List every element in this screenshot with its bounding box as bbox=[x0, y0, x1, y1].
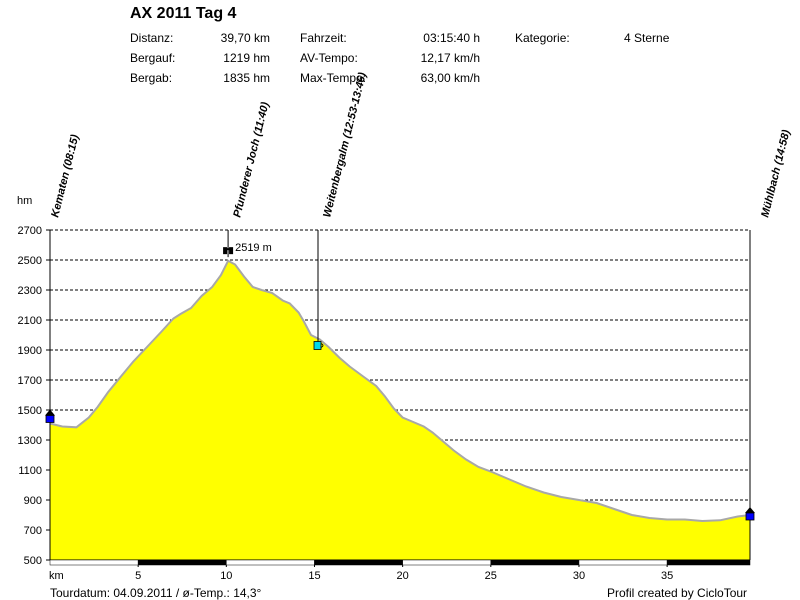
y-tick-label: 1500 bbox=[18, 405, 42, 417]
kategorie-value: 4 Sterne bbox=[624, 31, 670, 45]
fahrzeit-label: Fahrzeit: bbox=[300, 31, 347, 45]
fahrzeit-value: 03:15:40 h bbox=[423, 31, 480, 45]
km-bar-segment bbox=[137, 559, 227, 566]
km-bar-segment bbox=[490, 559, 580, 566]
elevation-area bbox=[50, 260, 750, 560]
binoculars-bridge bbox=[226, 248, 231, 251]
house-roof bbox=[745, 507, 755, 513]
binoculars-right bbox=[229, 247, 234, 255]
y-tick-label: 1900 bbox=[18, 345, 42, 357]
bergauf-label: Bergauf: bbox=[130, 51, 176, 65]
house-roof bbox=[45, 409, 55, 416]
y-tick-label: 1700 bbox=[18, 375, 42, 387]
km-bar-segment bbox=[49, 559, 139, 566]
km-bar-segment bbox=[402, 559, 492, 566]
y-tick-label: 2300 bbox=[18, 285, 42, 297]
distanz-value: 39,70 km bbox=[220, 31, 270, 45]
x-tick-label: 5 bbox=[135, 570, 141, 582]
x-tick-label: 10 bbox=[220, 570, 232, 582]
km-bar-segment bbox=[666, 559, 751, 566]
x-tick-label: 20 bbox=[397, 570, 409, 582]
house-body bbox=[745, 512, 755, 521]
y-tick-label: 1100 bbox=[18, 465, 42, 477]
y-tick-label: 500 bbox=[24, 555, 42, 567]
y-axis-label: hm bbox=[17, 195, 32, 207]
y-tick-label: 2700 bbox=[18, 225, 42, 237]
y-tick-label: 2100 bbox=[18, 315, 42, 327]
x-tick-label: 25 bbox=[485, 570, 497, 582]
elevation-line bbox=[49, 259, 751, 523]
house-icon bbox=[745, 507, 755, 521]
tour-date: Tourdatum: 04.09.2011 / ø-Temp.: 14,3° bbox=[50, 586, 262, 600]
waypoint-label: Pfunderer Joch (11:40) bbox=[231, 101, 271, 219]
bergab-value: 1835 hm bbox=[223, 71, 270, 85]
kategorie-label: Kategorie: bbox=[515, 31, 570, 45]
x-tick-label: 35 bbox=[661, 570, 673, 582]
binoculars-left bbox=[223, 247, 228, 255]
distanz-label: Distanz: bbox=[130, 31, 174, 45]
house-body bbox=[45, 415, 55, 423]
cup-handle bbox=[320, 343, 324, 348]
cup-body bbox=[313, 341, 322, 350]
y-tick-label: 900 bbox=[24, 495, 42, 507]
km-bar-segment bbox=[578, 559, 668, 566]
x-axis-label: km bbox=[49, 570, 64, 582]
y-tick-label: 1300 bbox=[18, 435, 42, 447]
cup-icon bbox=[313, 341, 324, 350]
waypoint-label: Mühlbach (14:58) bbox=[759, 128, 792, 218]
bergauf-value: 1219 hm bbox=[223, 51, 270, 65]
chart-title: AX 2011 Tag 4 bbox=[130, 5, 237, 22]
maxtempo-label: Max-Tempo: bbox=[300, 71, 367, 85]
house-icon bbox=[45, 409, 55, 423]
maxtempo-value: 63,00 km/h bbox=[420, 71, 480, 85]
km-bar-segment bbox=[226, 559, 315, 566]
waypoint-label: Kematen (08:15) bbox=[49, 133, 81, 219]
x-tick-label: 15 bbox=[308, 570, 320, 582]
bergab-label: Bergab: bbox=[130, 71, 173, 85]
km-bar-segment bbox=[314, 559, 403, 566]
created-by: Profil created by CicloTour bbox=[607, 586, 748, 600]
binoculars-icon bbox=[223, 247, 234, 255]
x-tick-label: 30 bbox=[573, 570, 585, 582]
avtempo-value: 12,17 km/h bbox=[420, 51, 480, 65]
summit-elevation-label: 2519 m bbox=[235, 242, 272, 254]
y-tick-label: 2500 bbox=[18, 255, 42, 267]
avtempo-label: AV-Tempo: bbox=[300, 51, 358, 65]
waypoint-label: Weitenbergalm (12:53-13:46) bbox=[321, 71, 369, 219]
y-tick-label: 700 bbox=[24, 525, 42, 537]
